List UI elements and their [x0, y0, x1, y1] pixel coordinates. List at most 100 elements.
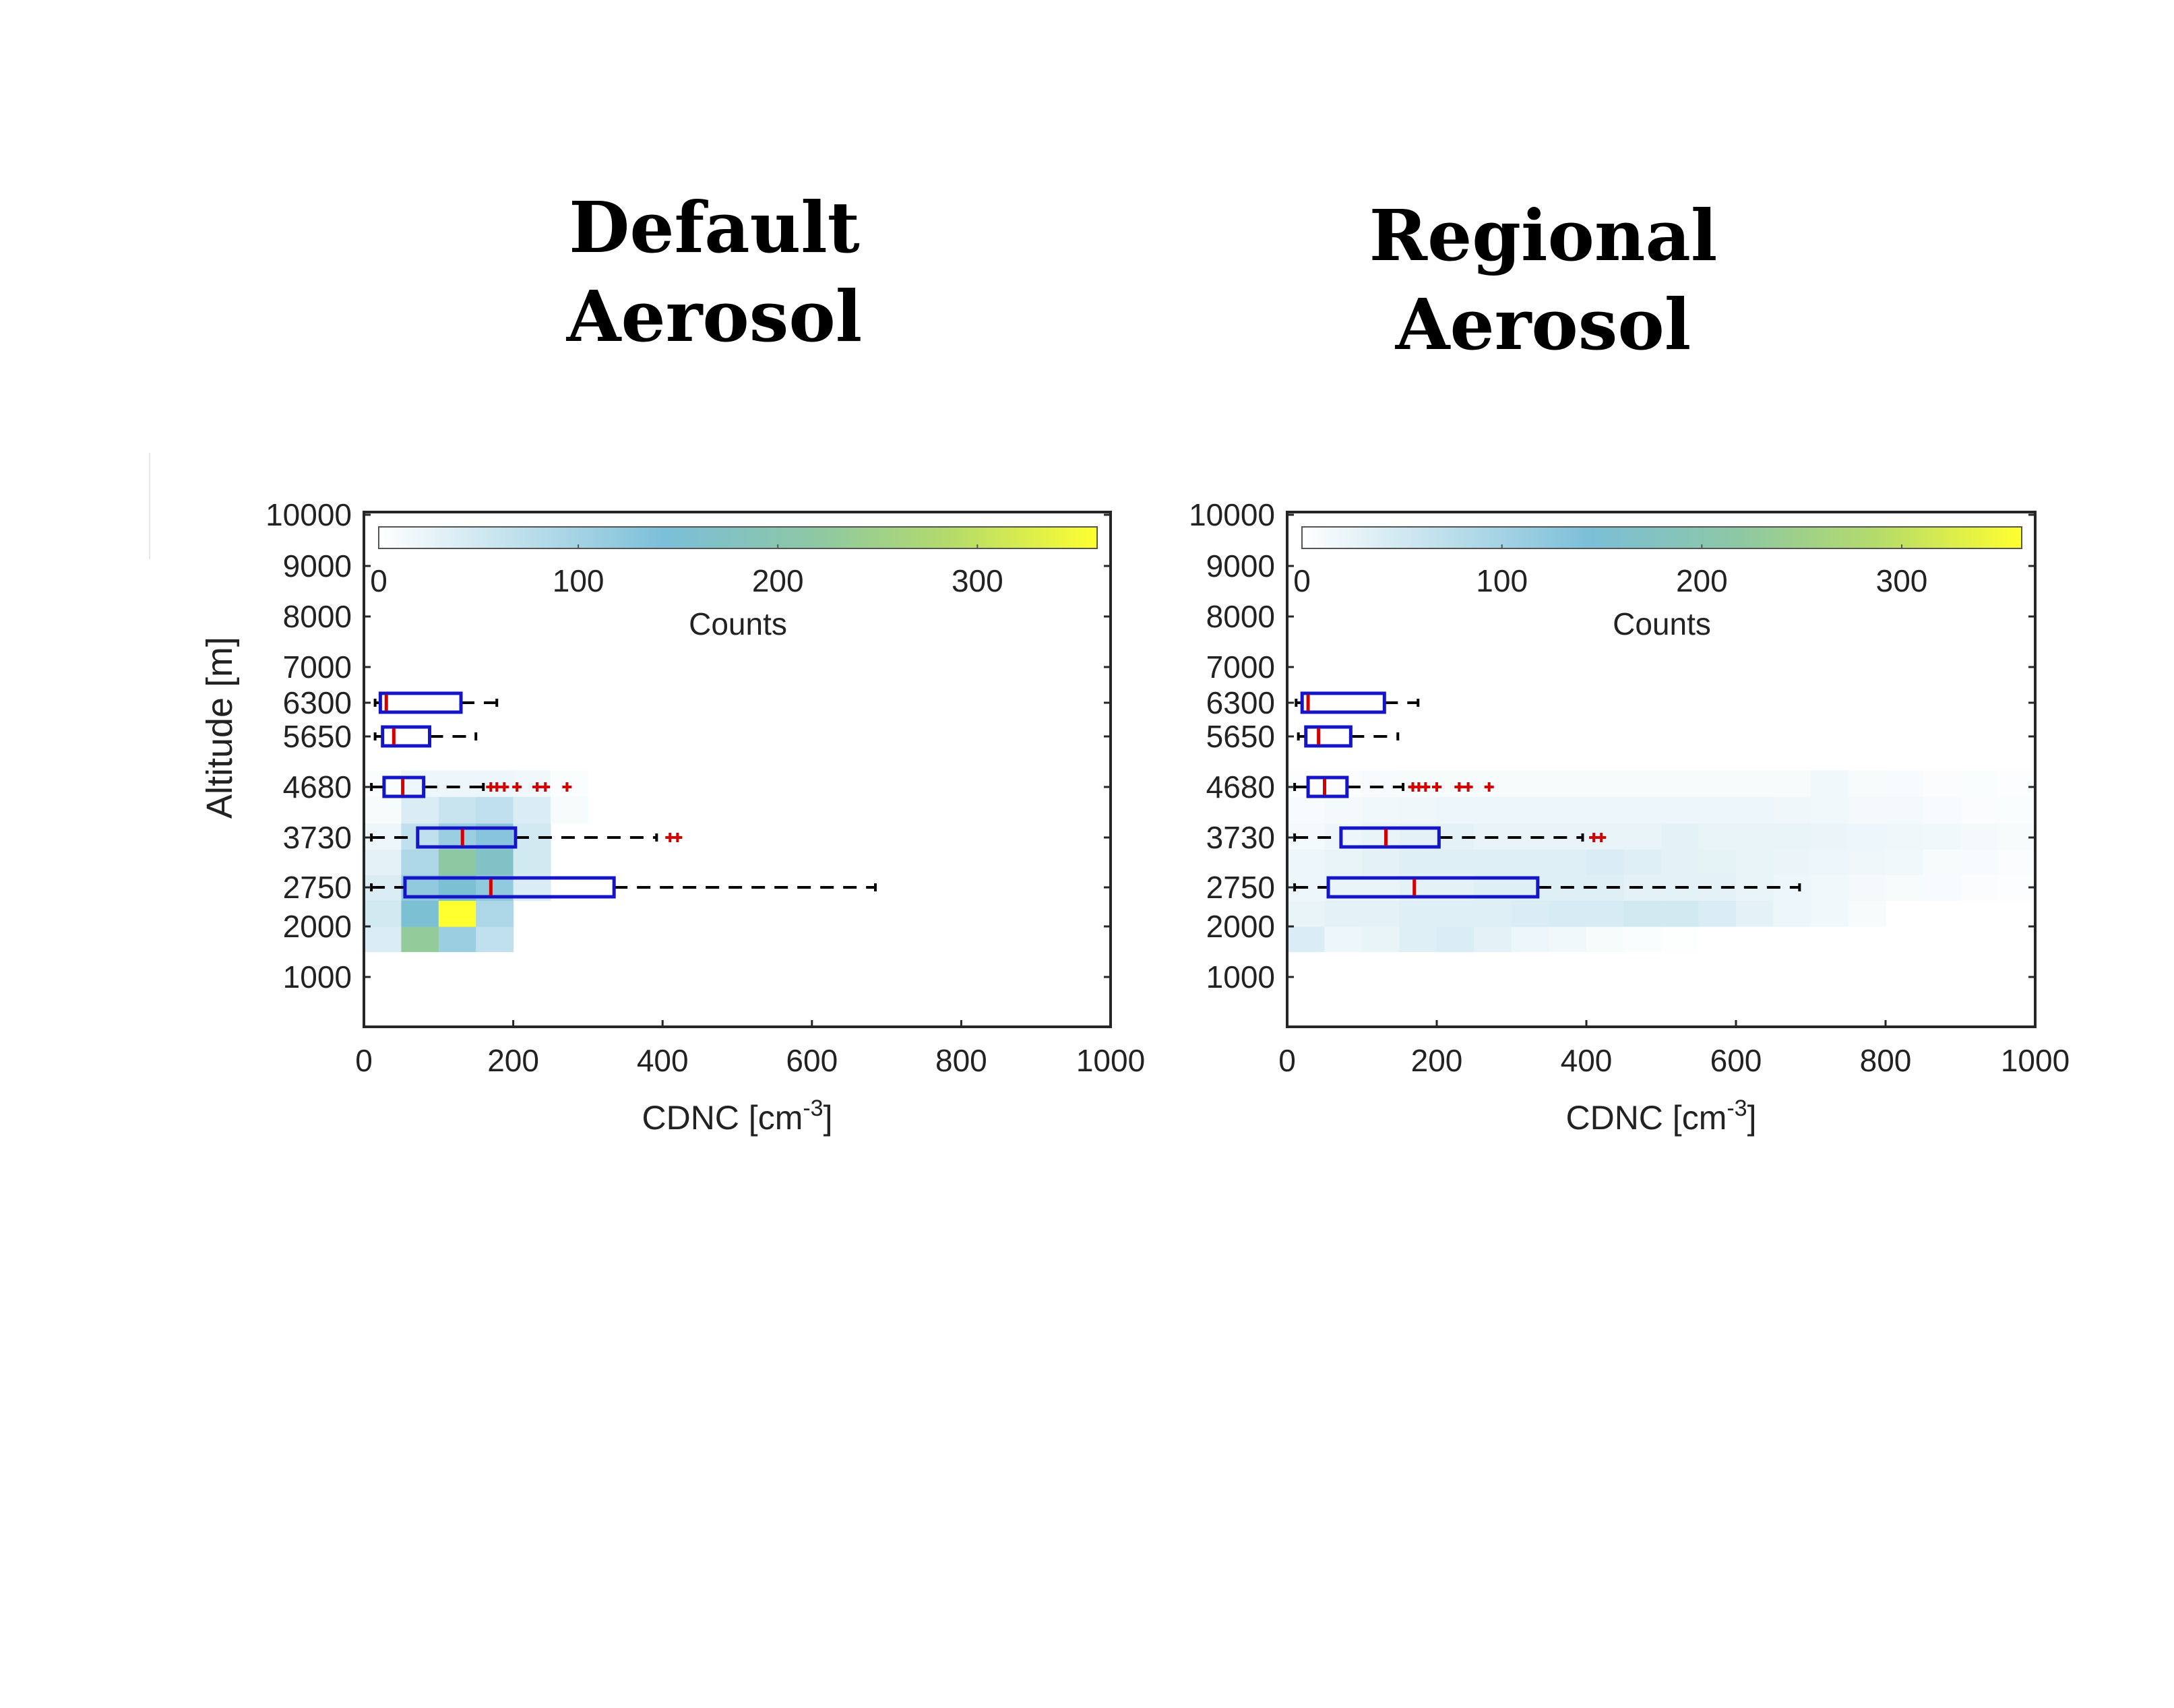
- heatmap-cell: [1886, 875, 1924, 901]
- heatmap-cell: [1512, 849, 1550, 875]
- heatmap-cell: [1549, 926, 1587, 953]
- colorbar: [1301, 526, 2022, 549]
- outlier-marker: [1463, 782, 1473, 792]
- heatmap-cell: [1287, 926, 1326, 953]
- colorbar: [378, 526, 1098, 549]
- heatmap-cell: [1736, 849, 1774, 875]
- panel-title-default: Default Aerosol: [512, 183, 917, 361]
- x-tick-label: 600: [786, 1043, 838, 1078]
- heatmap-cell: [1549, 796, 1587, 824]
- heatmap-cell: [1736, 900, 1774, 927]
- colorbar-tick-label: 200: [1676, 563, 1728, 598]
- box: [416, 826, 518, 849]
- y-tick-label: 2750: [283, 870, 352, 905]
- outlier-marker: [532, 782, 542, 792]
- heatmap-cell: [1474, 900, 1512, 927]
- boxplot: [1293, 826, 1607, 849]
- x-tick-label: 600: [1710, 1043, 1762, 1078]
- heatmap-cell: [401, 770, 439, 797]
- heatmap-cell: [1324, 926, 1363, 953]
- heatmap-cell: [1997, 823, 2036, 850]
- boxplot: [1293, 776, 1494, 798]
- heatmap-cell: [1586, 900, 1625, 927]
- heatmap-cell: [1773, 849, 1811, 875]
- heatmap-cell: [438, 796, 476, 824]
- heatmap-cell: [1586, 849, 1625, 875]
- colorbar-tick-label: 0: [370, 563, 387, 598]
- heatmap-cell: [1399, 849, 1437, 875]
- x-tick-label: 0: [355, 1043, 373, 1078]
- heatmap-cell: [1474, 926, 1512, 953]
- heatmap-cell: [1362, 926, 1400, 953]
- heatmap-cell: [1886, 770, 1924, 797]
- box: [382, 776, 426, 798]
- heatmap-cell: [1997, 796, 2036, 824]
- outlier-marker: [512, 782, 522, 792]
- heatmap-cell: [1549, 770, 1587, 797]
- heatmap-cell: [1923, 849, 1961, 875]
- heatmap-cell: [1811, 875, 1849, 901]
- heatmap-cell: [1923, 796, 1961, 824]
- heatmap-cell: [1886, 849, 1924, 875]
- x-tick-label: 800: [1860, 1043, 1912, 1078]
- y-tick-label: 3730: [283, 820, 352, 855]
- y-tick-label: 10000: [1189, 497, 1275, 532]
- heatmap-cell: [1474, 796, 1512, 824]
- boxplot: [370, 826, 683, 849]
- box: [1304, 725, 1353, 748]
- heatmap-cell: [438, 900, 476, 927]
- boxplot: [1293, 876, 1801, 899]
- y-tick-label: 1000: [1206, 959, 1275, 994]
- heatmap-cell: [1437, 900, 1475, 927]
- title-line-2: Aerosol: [566, 275, 863, 358]
- boxplot: [1295, 691, 1420, 714]
- box: [381, 725, 432, 748]
- y-tick-label: 2000: [1206, 909, 1275, 944]
- x-tick-label: 800: [935, 1043, 987, 1078]
- x-tick-label: 1000: [2001, 1043, 2070, 1078]
- heatmap-cell: [1923, 875, 1961, 901]
- heatmap-cell: [1586, 796, 1625, 824]
- outlier-marker: [1421, 782, 1431, 792]
- heatmap-cell: [1623, 796, 1662, 824]
- title-line-2: Aerosol: [1395, 283, 1691, 366]
- heatmap-cell: [1623, 849, 1662, 875]
- heatmap-cell: [1512, 926, 1550, 953]
- boxplot: [373, 725, 478, 748]
- colorbar-label: Counts: [1613, 606, 1711, 641]
- heatmap-cell: [364, 926, 402, 953]
- heatmap-cell: [1848, 823, 1886, 850]
- heatmap-cell: [401, 849, 439, 875]
- y-tick-label: 5650: [283, 719, 352, 754]
- heatmap-cell: [1773, 770, 1811, 797]
- y-tick-label: 6300: [1206, 685, 1275, 720]
- box: [403, 876, 616, 899]
- heatmap-cell: [401, 900, 439, 927]
- y-tick-label: 4680: [1206, 769, 1275, 804]
- heatmap-cell: [1848, 900, 1886, 927]
- heatmap-cell: [513, 849, 551, 875]
- colorbar-tick-label: 100: [1476, 563, 1528, 598]
- heatmap-cell: [1362, 770, 1400, 797]
- heatmap-cell: [1773, 823, 1811, 850]
- heatmap-cell: [1698, 900, 1737, 927]
- heatmap-cell: [401, 796, 439, 824]
- colorbar-tick-label: 0: [1293, 563, 1311, 598]
- heatmap-cell: [1474, 770, 1512, 797]
- x-tick-label: 1000: [1076, 1043, 1145, 1078]
- heatmap-cell: [1811, 849, 1849, 875]
- heatmap-cell: [1886, 796, 1924, 824]
- y-tick-label: 3730: [1206, 820, 1275, 855]
- heatmap-cell: [1512, 796, 1550, 824]
- heatmap-cell: [476, 900, 514, 927]
- x-axis-label: CDNC [cm-3]: [642, 1096, 832, 1137]
- heatmap-cell: [1586, 926, 1625, 953]
- boxplot: [373, 691, 499, 714]
- y-tick-label: 7000: [1206, 650, 1275, 685]
- heatmap-cell: [1736, 823, 1774, 850]
- heatmap-cell: [1362, 900, 1400, 927]
- box: [1339, 826, 1441, 849]
- heatmap-cell: [1736, 796, 1774, 824]
- heatmap-cell: [1324, 796, 1363, 824]
